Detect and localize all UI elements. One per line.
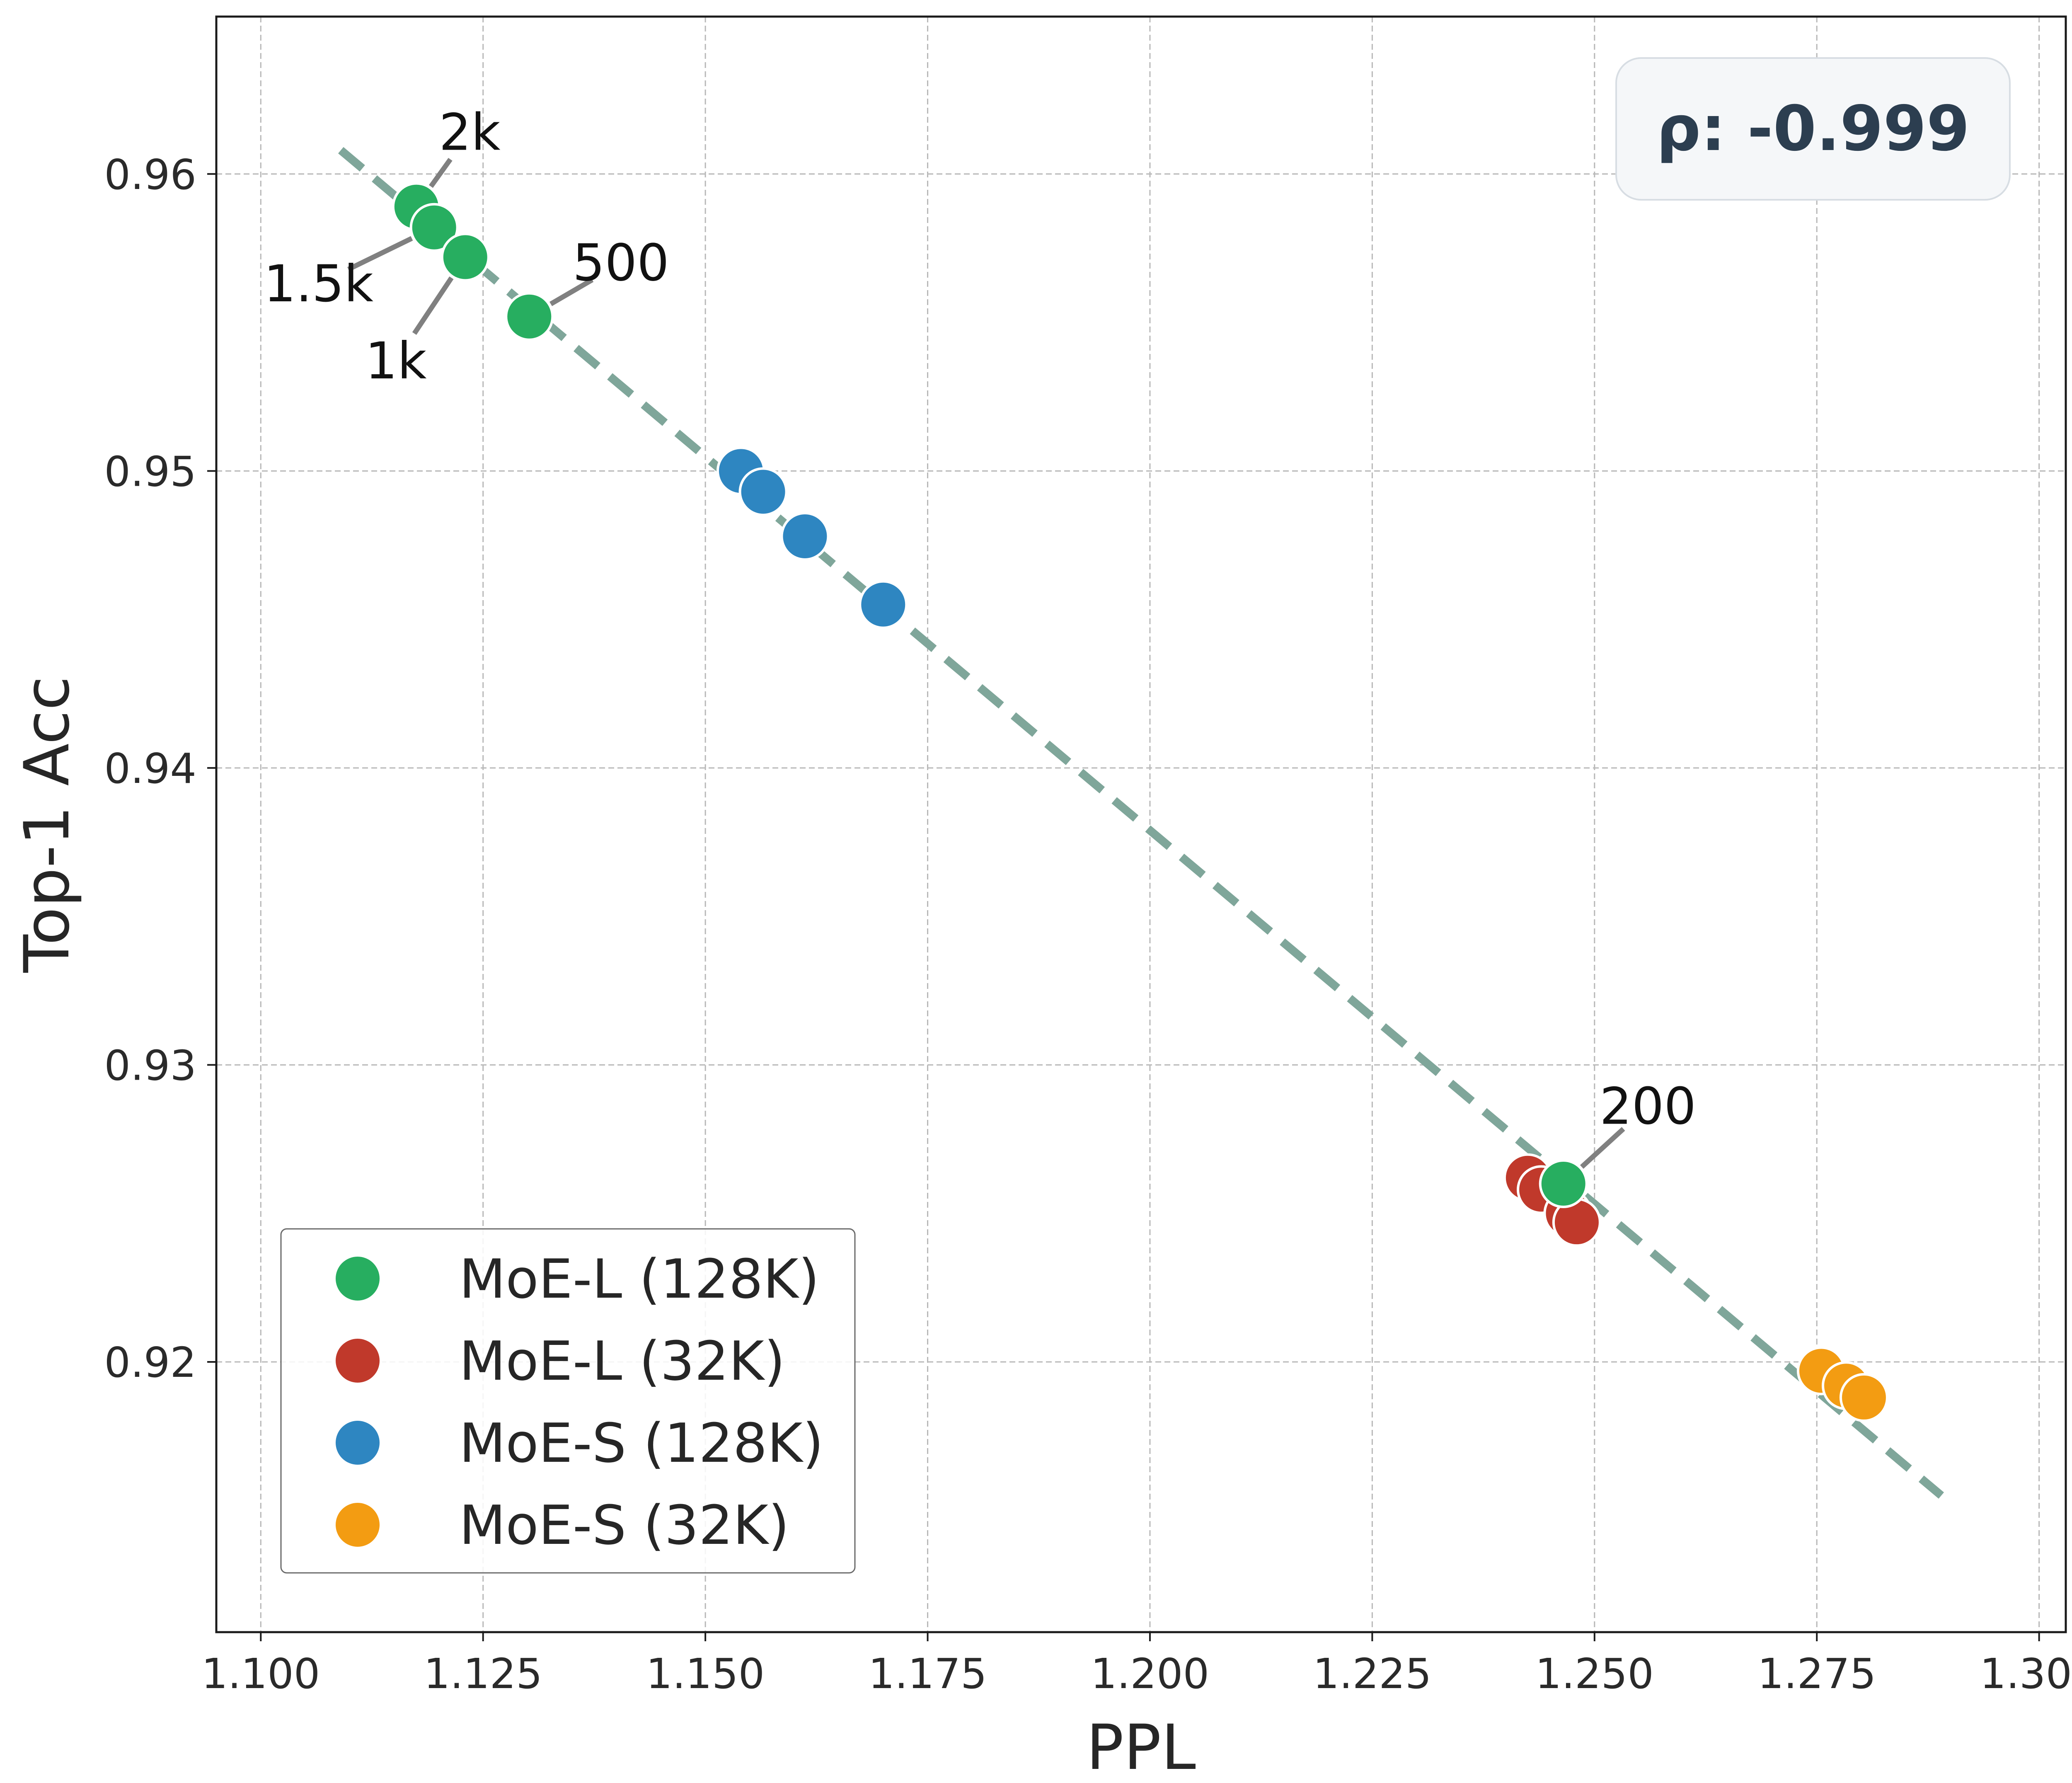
point-moe-l-128k xyxy=(441,233,490,282)
y-tick-label: 0.92 xyxy=(104,1338,196,1387)
grid xyxy=(216,17,2066,1632)
legend-label: MoE-L (128K) xyxy=(459,1248,819,1311)
point-moe-s-32k xyxy=(1839,1373,1888,1422)
x-tick-label: 1.150 xyxy=(646,1650,765,1698)
y-tick-label: 0.96 xyxy=(104,150,196,199)
annotation-arrow xyxy=(412,276,454,335)
x-tick-label: 1.175 xyxy=(868,1650,987,1698)
point-moe-s-128k xyxy=(738,467,788,516)
x-tick-label: 1.200 xyxy=(1091,1650,1209,1698)
correlation-label: ρ: -0.999 xyxy=(1656,93,1970,165)
annotation-label: 1.5k xyxy=(264,254,373,313)
point-moe-l-128k xyxy=(505,292,554,341)
points-layer xyxy=(392,182,1888,1422)
point-moe-s-128k xyxy=(780,511,830,561)
axis-ticks: 1.100 1.125 1.150 1.175 1.200 1.225 1.250 1.275… xyxy=(104,150,2072,1698)
plot-frame xyxy=(215,15,2067,1633)
legend-label: MoE-S (32K) xyxy=(459,1494,789,1557)
legend-marker xyxy=(333,1254,382,1303)
x-axis-title: PPL xyxy=(1086,1712,1196,1783)
x-tick-label: 1.300 xyxy=(1980,1650,2072,1698)
correlation-box: ρ: -0.999 xyxy=(1615,57,2011,201)
legend: MoE-L (128K) MoE-L (32K) MoE-S (128K) MoE-S… xyxy=(280,1228,856,1574)
point-moe-l-128k xyxy=(409,203,459,252)
legend-marker xyxy=(333,1418,382,1467)
legend-label: MoE-L (32K) xyxy=(459,1330,785,1393)
annotations-layer: 2k 1.5k 1k 500 200 xyxy=(264,103,1696,1169)
legend-marker xyxy=(333,1336,382,1385)
x-tick-label: 1.100 xyxy=(201,1650,320,1698)
annotation-arrow xyxy=(428,157,453,188)
legend-box xyxy=(280,1228,856,1574)
x-tick-label: 1.125 xyxy=(424,1650,542,1698)
annotation-label: 500 xyxy=(573,234,669,293)
y-tick-label: 0.94 xyxy=(104,744,196,793)
x-tick-label: 1.275 xyxy=(1757,1650,1876,1698)
annotation-label: 2k xyxy=(439,103,501,162)
correlation-box-background xyxy=(1615,57,2011,201)
x-tick-label: 1.225 xyxy=(1313,1650,1431,1698)
point-moe-l-128k xyxy=(1539,1159,1588,1209)
legend-label: MoE-S (128K) xyxy=(459,1412,823,1475)
y-axis-title: Top-1 Acc xyxy=(11,676,83,973)
annotation-label: 1k xyxy=(365,332,427,390)
y-tick-label: 0.93 xyxy=(104,1041,196,1090)
legend-marker xyxy=(333,1500,382,1549)
annotation-arrow xyxy=(549,277,594,306)
point-moe-s-128k xyxy=(859,580,908,629)
annotation-arrow xyxy=(347,236,413,272)
annotation-arrow xyxy=(1580,1127,1625,1169)
y-tick-label: 0.95 xyxy=(104,447,196,496)
x-tick-label: 1.250 xyxy=(1535,1650,1654,1698)
annotation-label: 200 xyxy=(1600,1077,1696,1136)
